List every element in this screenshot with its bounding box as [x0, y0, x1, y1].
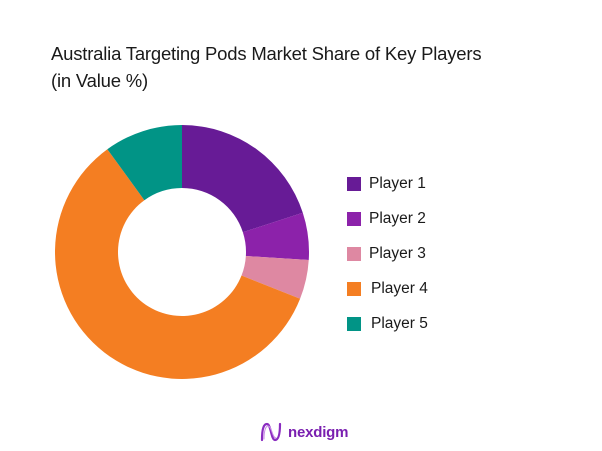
legend-label: Player 5 [371, 315, 428, 332]
legend-label: Player 4 [371, 280, 428, 297]
legend-item-player-3: Player 3 [347, 244, 426, 264]
legend-swatch [347, 212, 361, 226]
chart-title-line-2: (in Value %) [51, 70, 148, 91]
legend-item-player-2: Player 2 [347, 209, 426, 229]
legend-swatch [347, 317, 361, 331]
legend-label: Player 1 [369, 175, 426, 192]
donut-segment-player-3 [241, 256, 309, 299]
chart-title: Australia Targeting Pods Market Share of… [51, 40, 482, 94]
legend-label: Player 2 [369, 210, 426, 227]
legend-item-player-5: Player 5 [347, 314, 428, 334]
donut-segment-player-5 [107, 125, 182, 201]
legend-label: Player 3 [369, 245, 426, 262]
nexdigm-wave-icon [260, 422, 282, 442]
legend-item-player-4: Player 4 [347, 279, 428, 299]
donut-segment-player-2 [242, 212, 309, 260]
donut-segment-player-4 [55, 149, 301, 379]
chart-title-line-1: Australia Targeting Pods Market Share of… [51, 43, 482, 64]
nexdigm-logo: nexdigm [260, 422, 348, 442]
donut-segment-player-1 [182, 125, 303, 233]
logo-text: nexdigm [288, 423, 349, 441]
legend-swatch [347, 177, 361, 191]
legend-swatch [347, 282, 361, 296]
legend-item-player-1: Player 1 [347, 174, 426, 194]
legend-swatch [347, 247, 361, 261]
